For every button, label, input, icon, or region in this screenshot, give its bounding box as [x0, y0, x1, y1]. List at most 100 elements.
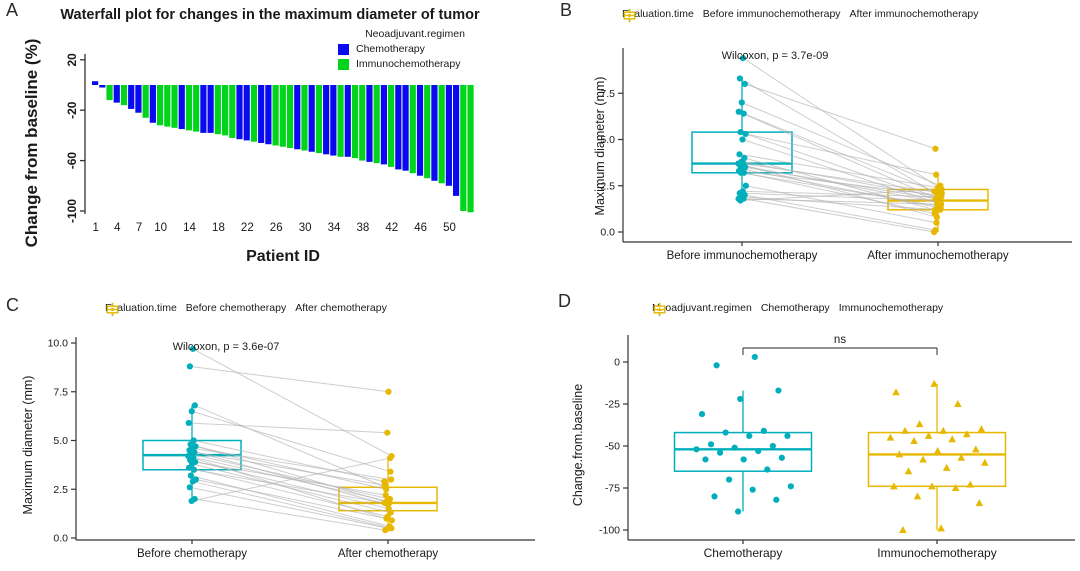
x-category-label: Immunochemotherapy: [877, 546, 996, 560]
y-tick-label: -100: [65, 199, 79, 223]
data-point: [739, 55, 747, 62]
legend-item-label: Immunochemotherapy: [356, 58, 461, 70]
paired-boxplot-immunochemotherapy: 0.0 2.5 5.0 7.5 Before immunochemotherapy Aft…: [600, 48, 1072, 262]
panel-a-y-axis-label: Change from baseline (%): [22, 38, 41, 248]
waterfall-bar: [424, 85, 431, 179]
x-tick-label: 22: [241, 222, 254, 234]
pair-line: [190, 459, 389, 510]
data-point: [739, 136, 746, 143]
panel-a-letter: A: [6, 0, 19, 20]
data-point: [740, 110, 747, 117]
data-point: [751, 353, 758, 361]
data-point: [933, 447, 942, 455]
waterfall-bar: [373, 85, 380, 164]
waterfall-bar: [221, 85, 229, 136]
x-category-label: Chemotherapy: [704, 546, 783, 560]
data-point: [764, 466, 771, 473]
data-point: [760, 427, 767, 434]
y-tick-label: -60: [65, 152, 79, 170]
pair-line: [193, 440, 385, 482]
panel-c-legend: Evaluation.time Before chemotherapy Afte…: [105, 302, 387, 317]
data-point: [735, 108, 742, 115]
waterfall-bar: [286, 85, 294, 148]
x-tick-label: 42: [385, 222, 398, 234]
data-point: [977, 425, 986, 433]
waterfall-bar: [171, 85, 178, 128]
data-point: [932, 145, 939, 152]
pair-line: [191, 463, 391, 514]
pair-line: [742, 190, 942, 198]
data-point: [895, 450, 904, 458]
data-point: [742, 130, 749, 138]
y-tick-label: 0: [614, 357, 620, 369]
data-point: [942, 463, 951, 471]
waterfall-bar: [236, 85, 243, 140]
pair-line: [744, 194, 936, 231]
waterfall-bar: [207, 85, 214, 133]
x-category-label: After chemotherapy: [338, 548, 439, 560]
data-point: [886, 433, 895, 441]
y-tick-label: 2.5: [53, 484, 68, 496]
data-point: [185, 419, 192, 427]
waterfall-bar: [467, 85, 474, 213]
data-point: [963, 430, 971, 438]
legend-item-after-immunochemotherapy: After immunochemotherapy: [623, 8, 979, 23]
x-category-label: After immunochemotherapy: [867, 250, 1009, 262]
data-point: [381, 482, 389, 489]
data-point: [189, 478, 196, 485]
waterfall-bar: [308, 85, 315, 152]
data-point: [189, 345, 197, 352]
data-point: [939, 426, 948, 434]
data-point: [915, 420, 924, 428]
waterfall-bar: [431, 85, 438, 181]
panel-d: 0 -25 -50 -75 -100 Chemotherapy Immunochemothe…: [540, 285, 1080, 571]
pair-line: [195, 461, 386, 496]
waterfall-bar: [258, 85, 265, 143]
data-point: [731, 444, 738, 451]
pair-line: [190, 475, 390, 527]
data-point: [191, 402, 198, 409]
x-tick-label: 1: [93, 222, 99, 234]
pair-line: [192, 480, 392, 529]
data-point: [737, 395, 744, 403]
data-point: [931, 228, 938, 236]
data-point: [736, 151, 743, 158]
pair-line: [738, 163, 938, 218]
data-point: [910, 436, 918, 444]
data-point: [966, 480, 975, 488]
p-value-annotation: Wilcoxon, p = 3.6e-07: [173, 341, 280, 353]
pair-line: [740, 172, 940, 207]
data-point: [899, 526, 907, 533]
pair-line: [739, 153, 939, 189]
data-point: [383, 515, 390, 522]
legend-title: Evaluation.time: [622, 8, 694, 20]
pair-line: [743, 163, 942, 194]
waterfall-bar: [438, 85, 445, 184]
data-point: [737, 169, 744, 176]
legend-item-chemotherapy: Chemotherapy: [653, 302, 830, 317]
data-point: [933, 171, 940, 178]
pair-line: [738, 198, 938, 205]
waterfall-bar: [200, 85, 207, 133]
y-tick-label: 10.0: [48, 338, 69, 350]
data-point: [933, 219, 940, 226]
data-point: [737, 129, 744, 136]
y-tick-label: -75: [605, 483, 620, 495]
y-tick-label: -25: [605, 399, 620, 411]
waterfall-bar: [380, 85, 387, 165]
x-tick-label: 30: [299, 222, 312, 234]
waterfall-bar: [337, 85, 344, 157]
waterfall-bar: [409, 85, 416, 174]
waterfall-bar: [366, 85, 373, 162]
legend-item-label: Before immunochemotherapy: [702, 8, 841, 20]
data-point: [948, 435, 957, 443]
waterfall-bar: [214, 85, 221, 135]
x-tick-label: 18: [212, 222, 225, 234]
x-tick-label: 38: [356, 222, 369, 234]
pair-line: [743, 172, 935, 214]
x-tick-label: 14: [183, 222, 196, 234]
panel-b-letter: B: [560, 0, 573, 20]
pair-line: [195, 479, 387, 519]
data-point: [711, 493, 718, 500]
pair-line: [191, 457, 391, 502]
